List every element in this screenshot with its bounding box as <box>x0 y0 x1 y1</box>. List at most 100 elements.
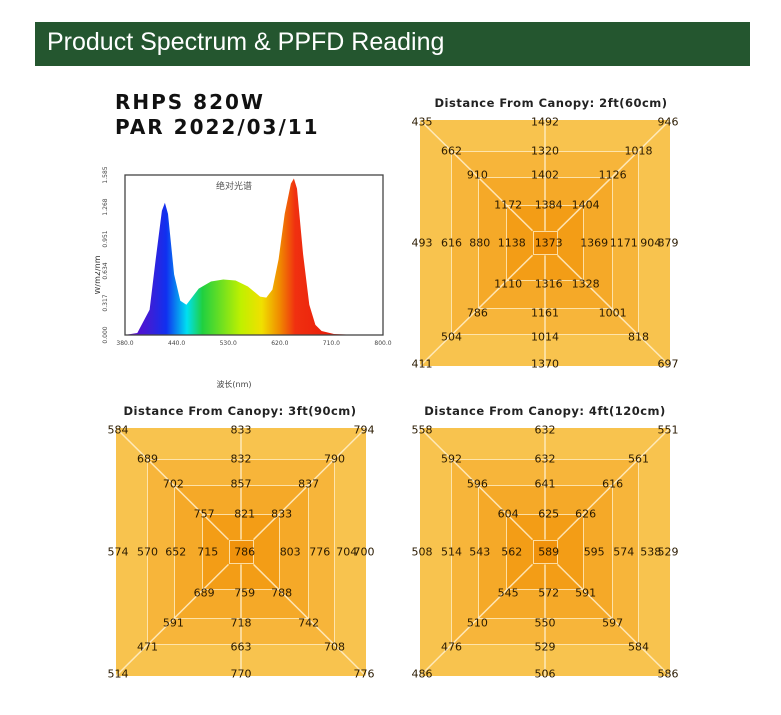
ppfd-reading: 700 <box>353 545 375 559</box>
ppfd-reading: 857 <box>230 477 252 491</box>
grid-line <box>420 428 534 541</box>
y-tick-label: 1.585 <box>102 166 109 183</box>
ppfd-reading: 597 <box>602 616 624 630</box>
grid-lines <box>420 120 670 366</box>
ppfd-reading: 663 <box>230 640 252 654</box>
ppfd-reading: 1320 <box>531 144 559 158</box>
header-title: Product Spectrum & PPFD Reading <box>47 28 445 56</box>
ppfd-reading: 572 <box>538 586 560 600</box>
ppfd-reading: 832 <box>230 452 252 466</box>
ppfd-reading: 514 <box>441 545 463 559</box>
ppfd-reading: 471 <box>137 640 159 654</box>
ppfd-reading: 538 <box>640 545 662 559</box>
grid-ring <box>532 230 558 256</box>
ppfd-reading: 632 <box>534 452 556 466</box>
ppfd-reading: 558 <box>411 423 433 437</box>
ppfd-reading: 821 <box>234 507 256 521</box>
ppfd-reading: 1328 <box>571 277 600 291</box>
grid-line <box>420 120 534 232</box>
ppfd-reading: 742 <box>298 616 320 630</box>
ppfd-reading: 1001 <box>598 306 627 320</box>
ppfd-reading: 574 <box>613 545 635 559</box>
grid-title-4ft: Distance From Canopy: 4ft(120cm) <box>424 404 666 418</box>
ppfd-reading: 604 <box>497 507 519 521</box>
ppfd-reading: 591 <box>162 616 184 630</box>
ppfd-reading: 589 <box>538 545 560 559</box>
ppfd-reading: 803 <box>279 545 301 559</box>
ppfd-reading: 704 <box>336 545 358 559</box>
ppfd-reading: 592 <box>441 452 463 466</box>
ppfd-reading: 652 <box>165 545 187 559</box>
ppfd-reading: 562 <box>501 545 523 559</box>
ppfd-reading: 476 <box>441 640 463 654</box>
grid-lines <box>116 428 366 676</box>
ppfd-reading: 702 <box>162 477 184 491</box>
ppfd-reading: 1171 <box>609 236 638 250</box>
spectrum-area <box>125 178 383 335</box>
ppfd-reading: 715 <box>197 545 219 559</box>
ppfd-reading: 626 <box>575 507 597 521</box>
grid-ring <box>228 539 254 565</box>
x-tick-label: 380.0 <box>116 340 133 347</box>
ppfd-reading: 641 <box>534 477 556 491</box>
ppfd-reading: 570 <box>137 545 159 559</box>
ppfd-reading: 1138 <box>497 236 526 250</box>
grid-line <box>420 254 534 366</box>
ppfd-reading: 788 <box>271 586 293 600</box>
ppfd-reading: 591 <box>575 586 597 600</box>
plot-frame <box>124 174 384 336</box>
ppfd-reading: 904 <box>640 236 662 250</box>
ppfd-reading: 1402 <box>531 168 559 182</box>
ppfd-reading: 786 <box>466 306 488 320</box>
ppfd-reading: 880 <box>469 236 491 250</box>
ppfd-reading: 584 <box>627 640 649 654</box>
ppfd-reading: 790 <box>323 452 345 466</box>
spectrum-chart: 绝对光谱 380.0 440.0 530.0 620.0 710.0 800.0 0.000 0… <box>95 166 392 389</box>
ppfd-reading: 504 <box>441 330 463 344</box>
grid-line <box>252 428 366 541</box>
y-tick-label: 0.317 <box>102 294 109 311</box>
ppfd-reading: 632 <box>534 423 556 437</box>
y-tick-label: 1.268 <box>102 198 109 215</box>
x-tick-label: 800.0 <box>374 340 391 347</box>
ppfd-reading: 529 <box>657 545 679 559</box>
ppfd-reading: 1014 <box>531 330 559 344</box>
grid-line <box>420 563 534 676</box>
x-tick-label: 440.0 <box>168 340 185 347</box>
ppfd-reading: 625 <box>538 507 560 521</box>
ppfd-reading: 1369 <box>580 236 609 250</box>
ppfd-reading: 689 <box>137 452 159 466</box>
grid-ring <box>532 539 558 565</box>
ppfd-reading: 879 <box>657 236 679 250</box>
ppfd-reading: 786 <box>234 545 256 559</box>
grid-line <box>556 563 670 676</box>
ppfd-reading: 586 <box>657 667 679 681</box>
grid-line <box>116 563 230 676</box>
ppfd-reading: 833 <box>271 507 293 521</box>
y-tick-label: 0.951 <box>102 230 109 247</box>
ppfd-reading: 584 <box>107 423 129 437</box>
y-axis-label: W/m2/nm <box>95 255 102 294</box>
ppfd-reading: 776 <box>309 545 331 559</box>
ppfd-reading: 508 <box>411 545 433 559</box>
ppfd-reading: 837 <box>298 477 320 491</box>
ppfd-reading: 833 <box>230 423 252 437</box>
ppfd-reading: 506 <box>534 667 556 681</box>
grid-line <box>556 428 670 541</box>
ppfd-reading: 708 <box>323 640 345 654</box>
ppfd-reading: 1370 <box>531 357 559 371</box>
par-date: PAR 2022/03/11 <box>115 115 320 139</box>
ppfd-reading: 486 <box>411 667 433 681</box>
ppfd-reading: 910 <box>466 168 488 182</box>
ppfd-reading: 616 <box>602 477 624 491</box>
ppfd-reading: 1316 <box>534 277 563 291</box>
ppfd-reading: 1384 <box>534 198 563 212</box>
ppfd-reading: 662 <box>441 144 463 158</box>
ppfd-reading: 697 <box>657 357 679 371</box>
grid-lines <box>420 428 670 676</box>
ppfd-grid-3ft: 584 833 794 689 832 790 702 857 837 757 821 833 574 5… <box>108 424 375 681</box>
ppfd-reading: 1404 <box>571 198 600 212</box>
ppfd-reading: 543 <box>469 545 491 559</box>
ppfd-reading: 718 <box>230 616 252 630</box>
ppfd-reading: 1126 <box>598 168 627 182</box>
